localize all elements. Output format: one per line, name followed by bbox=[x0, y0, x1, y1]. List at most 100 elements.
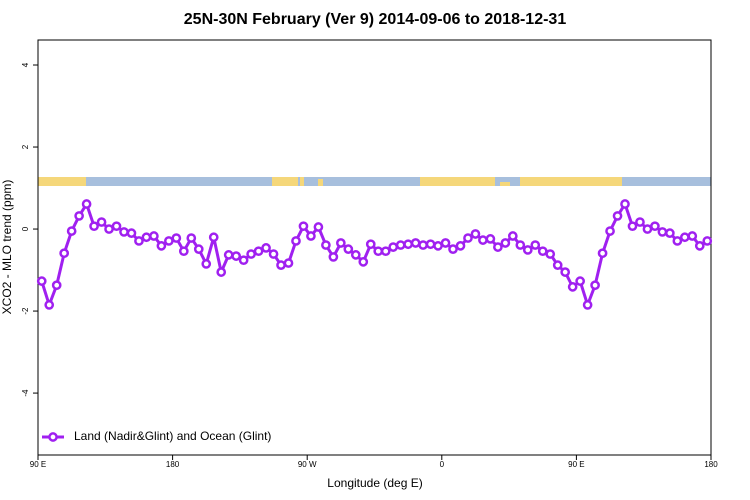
data-point bbox=[575, 276, 585, 286]
data-point bbox=[560, 267, 571, 277]
data-point bbox=[530, 240, 541, 250]
data-point bbox=[223, 250, 234, 260]
data-point bbox=[104, 224, 114, 234]
data-point bbox=[552, 260, 563, 270]
data-point bbox=[425, 239, 436, 250]
data-point bbox=[313, 222, 324, 232]
data-point bbox=[665, 228, 675, 238]
data-point bbox=[463, 233, 473, 243]
data-point bbox=[597, 248, 608, 259]
data-point bbox=[96, 217, 107, 227]
data-point bbox=[418, 240, 428, 250]
x-tick-label: 180 bbox=[704, 460, 718, 469]
data-point bbox=[178, 246, 189, 257]
x-tick-label: 180 bbox=[166, 460, 180, 469]
data-point bbox=[283, 258, 294, 268]
data-point bbox=[410, 238, 421, 248]
data-point bbox=[403, 239, 413, 250]
data-point bbox=[500, 238, 511, 248]
data-point bbox=[134, 236, 144, 246]
legend-label: Land (Nadir&Glint) and Ocean (Glint) bbox=[74, 429, 271, 443]
data-point bbox=[44, 300, 55, 310]
x-tick-label: 90 E bbox=[30, 460, 46, 469]
data-point bbox=[238, 255, 249, 266]
data-point bbox=[687, 231, 698, 241]
data-point bbox=[201, 259, 212, 269]
data-point bbox=[343, 244, 354, 254]
data-point bbox=[193, 244, 204, 254]
chart-title: 25N-30N February (Ver 9) 2014-09-06 to 2… bbox=[184, 11, 567, 28]
data-point bbox=[51, 280, 62, 291]
data-point bbox=[455, 241, 466, 251]
data-point bbox=[365, 239, 376, 250]
data-point bbox=[694, 241, 705, 251]
data-point bbox=[635, 217, 645, 227]
legend-marker bbox=[48, 432, 58, 442]
data-point bbox=[515, 240, 526, 250]
data-point bbox=[507, 231, 518, 241]
data-point bbox=[650, 221, 660, 232]
data-point bbox=[111, 221, 122, 232]
data-point bbox=[321, 240, 331, 250]
data-point bbox=[388, 242, 399, 252]
y-tick-label: -4 bbox=[21, 389, 30, 397]
data-point bbox=[373, 246, 384, 257]
data-point bbox=[119, 227, 129, 237]
data-point bbox=[298, 221, 309, 232]
data-point bbox=[164, 236, 174, 246]
data-point bbox=[208, 232, 219, 243]
x-tick-label: 90 W bbox=[298, 460, 317, 469]
data-point bbox=[350, 250, 361, 260]
data-point bbox=[395, 240, 406, 250]
data-point bbox=[627, 221, 638, 232]
data-point bbox=[74, 211, 84, 221]
data-point bbox=[582, 300, 593, 310]
data-point bbox=[171, 233, 182, 243]
data-point bbox=[261, 243, 271, 253]
data-point bbox=[328, 252, 339, 262]
data-point bbox=[276, 260, 286, 270]
land-ocean-strip bbox=[38, 177, 711, 186]
data-point bbox=[89, 221, 99, 232]
data-point bbox=[620, 199, 630, 209]
data-point bbox=[306, 231, 316, 241]
data-point bbox=[156, 241, 167, 251]
y-tick-label: 0 bbox=[21, 226, 30, 231]
x-axis-label: Longitude (deg E) bbox=[327, 476, 422, 490]
data-point bbox=[545, 249, 556, 259]
data-point bbox=[470, 229, 481, 239]
data-point bbox=[537, 246, 548, 257]
data-point bbox=[493, 242, 503, 252]
data-point bbox=[253, 246, 264, 257]
data-point bbox=[672, 236, 683, 246]
x-tick-label: 0 bbox=[440, 460, 445, 469]
data-point bbox=[66, 226, 77, 236]
data-point bbox=[440, 238, 451, 248]
data-point bbox=[36, 276, 47, 286]
data-point bbox=[590, 280, 600, 291]
data-point bbox=[231, 251, 242, 261]
data-point bbox=[567, 282, 578, 292]
x-tick-label: 90 E bbox=[568, 460, 584, 469]
plot-frame bbox=[37, 39, 712, 456]
y-tick-label: 4 bbox=[21, 62, 30, 67]
data-point bbox=[246, 249, 256, 259]
data-point bbox=[478, 235, 488, 245]
y-tick-label: -2 bbox=[21, 307, 30, 315]
data-point bbox=[141, 232, 152, 243]
data-point bbox=[216, 267, 227, 277]
data-point bbox=[642, 224, 653, 234]
data-point bbox=[186, 233, 197, 243]
data-point bbox=[679, 232, 690, 243]
data-point bbox=[291, 236, 301, 246]
data-point bbox=[59, 248, 70, 259]
data-point bbox=[612, 211, 623, 221]
data-point bbox=[336, 238, 346, 248]
series-line bbox=[40, 200, 709, 310]
data-point bbox=[358, 257, 369, 267]
data-point bbox=[605, 226, 615, 236]
data-point bbox=[380, 246, 391, 257]
data-point bbox=[126, 228, 137, 238]
data-point bbox=[268, 249, 279, 259]
